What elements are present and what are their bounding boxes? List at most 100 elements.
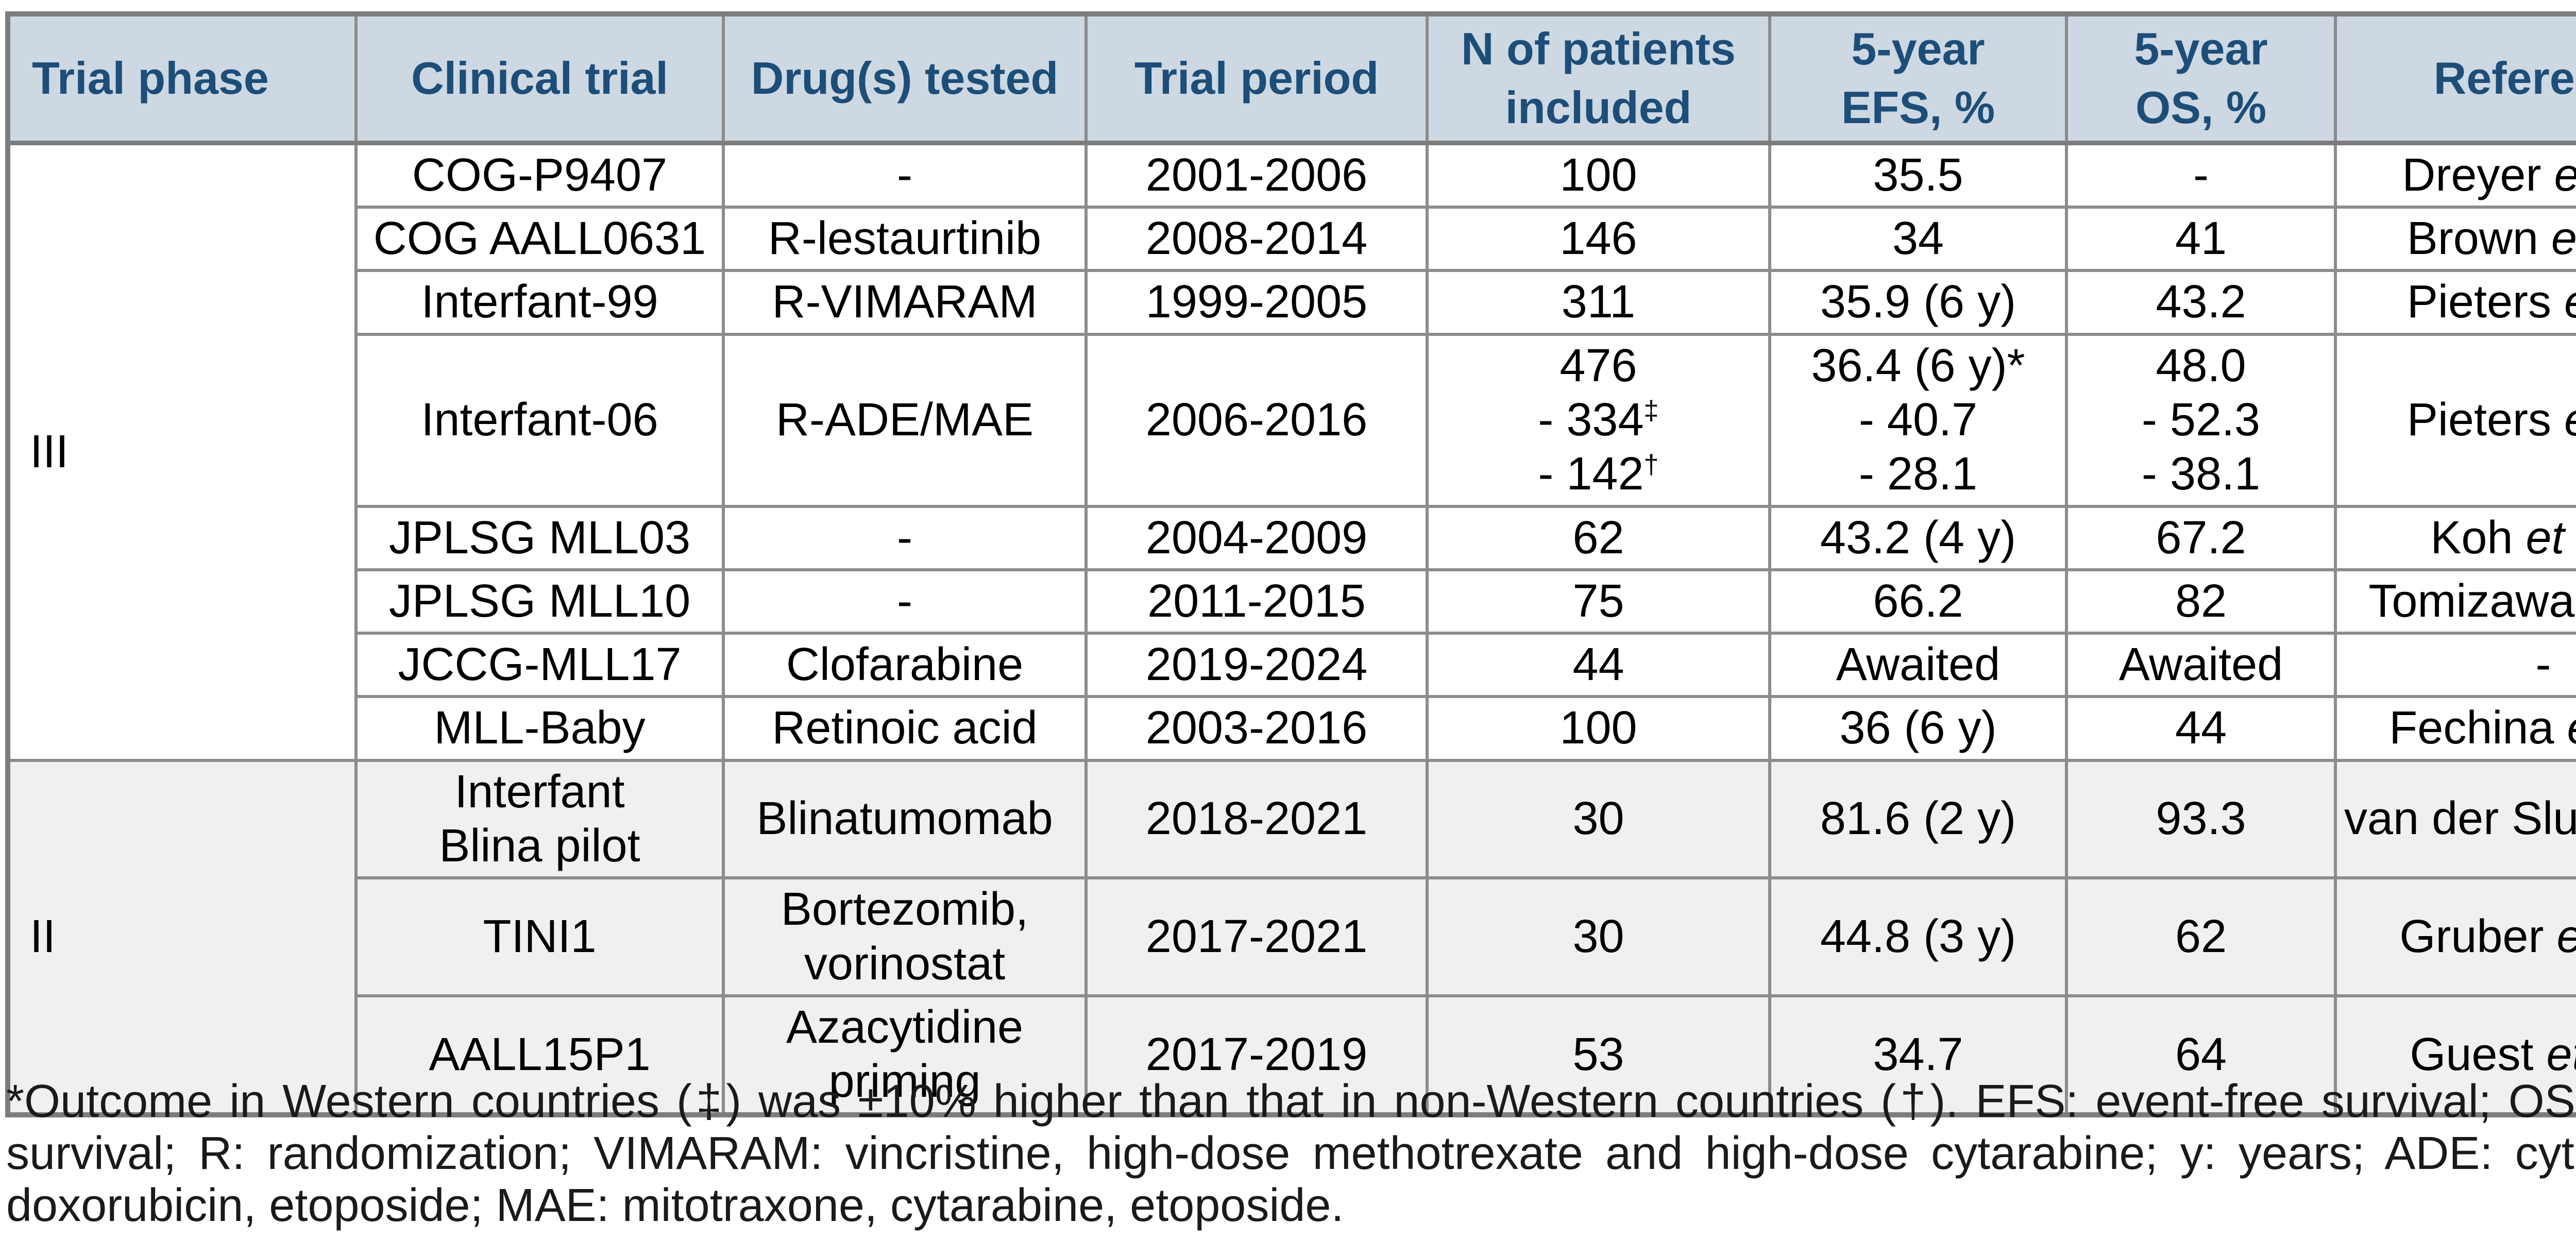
- cell-drug: -: [722, 568, 1088, 635]
- cell-efs: 44.8 (3 y): [1768, 876, 2068, 997]
- cell-reference: Dreyer et al.14: [2334, 141, 2576, 209]
- cell-drug: Bortezomib, vorinostat: [722, 876, 1088, 997]
- cell-os: 48.0 - 52.3 - 38.1: [2065, 332, 2337, 508]
- cell-os: 82: [2065, 568, 2337, 635]
- cell-os: -: [2065, 141, 2337, 209]
- cell-efs: 35.5: [1768, 141, 2068, 209]
- cell-efs: 36 (6 y): [1768, 695, 2068, 762]
- column-header-trial-phase: Trial phase: [6, 12, 358, 145]
- cell-clinical-trial: MLL-Baby: [354, 695, 725, 762]
- cell-reference: Brown et al.11: [2334, 206, 2576, 273]
- cell-period: 2018-2021: [1084, 758, 1429, 880]
- cell-os: 64: [2065, 994, 2337, 1116]
- cell-drug: R-lestaurtinib: [722, 206, 1088, 273]
- column-header-trial-period: Trial period: [1084, 12, 1429, 145]
- table-row: III COG-P9407 - 2001-2006 100 35.5 - Dre…: [6, 141, 2576, 762]
- cell-drug: Clofarabine: [722, 632, 1088, 699]
- cell-period: 2017-2021: [1084, 876, 1429, 997]
- cell-period: 2008-2014: [1084, 206, 1429, 273]
- table-row: Interfant-06 R-ADE/MAE 2006-2016 476 - 3…: [8, 332, 2576, 508]
- cell-efs: 66.2: [1768, 568, 2068, 635]
- column-header-5y-efs: 5-year EFS, %: [1768, 12, 2068, 145]
- cell-reference: Koh et al.15: [2334, 504, 2576, 571]
- cell-clinical-trial: Interfant-99: [354, 269, 725, 336]
- table-row: MLL-Baby Retinoic acid 2003-2016 100 36 …: [8, 695, 2576, 762]
- cell-n-patients: 30: [1426, 876, 1771, 997]
- column-header-drugs-tested: Drug(s) tested: [722, 12, 1088, 145]
- column-header-n-patients: N of patients included: [1426, 12, 1771, 145]
- cell-period: 2004-2009: [1084, 504, 1429, 571]
- table-footnote: *Outcome in Western countries (‡) was ±1…: [6, 1076, 2576, 1231]
- cell-clinical-trial: JPLSG MLL10: [354, 568, 725, 635]
- cell-os: 62: [2065, 876, 2337, 997]
- cell-drug: Blinatumomab: [722, 758, 1088, 880]
- cell-reference: Gruber et al.27: [2334, 876, 2576, 997]
- cell-clinical-trial: Interfant-06: [354, 332, 725, 508]
- cell-n-patients: 311: [1426, 269, 1771, 336]
- cell-drug: Retinoic acid: [722, 695, 1088, 762]
- cell-period: 2011-2015: [1084, 568, 1429, 635]
- clinical-trials-table: Trial phase Clinical trial Drug(s) teste…: [5, 11, 2576, 1117]
- cell-clinical-trial: JPLSG MLL03: [354, 504, 725, 571]
- cell-os: Awaited: [2065, 632, 2337, 699]
- cell-efs: 34: [1768, 206, 2068, 273]
- cell-drug: R-ADE/MAE: [722, 332, 1088, 508]
- cell-n-patients: 146: [1426, 206, 1771, 273]
- cell-drug: -: [722, 504, 1088, 571]
- cell-reference: Tomizawa et al.12: [2334, 568, 2576, 635]
- cell-n-patients: 30: [1426, 758, 1771, 880]
- cell-n-patients: 53: [1426, 994, 1771, 1116]
- table-row: JPLSG MLL10 - 2011-2015 75 66.2 82 Tomiz…: [8, 568, 2576, 635]
- cell-os: 44: [2065, 695, 2337, 762]
- cell-clinical-trial: JCCG-MLL17: [354, 632, 725, 699]
- cell-efs: 34.7: [1768, 994, 2068, 1116]
- table-row: TINI1 Bortezomib, vorinostat 2017-2021 3…: [8, 876, 2576, 997]
- cell-efs: 35.9 (6 y): [1768, 269, 2068, 336]
- cell-n-patients: 476 - 334‡ - 142†: [1426, 332, 1771, 508]
- cell-os: 67.2: [2065, 504, 2337, 571]
- cell-clinical-trial: Interfant Blina pilot: [354, 758, 725, 880]
- cell-os: 41: [2065, 206, 2337, 273]
- cell-trial-phase-ii: II: [6, 758, 358, 1116]
- cell-period: 2003-2016: [1084, 695, 1429, 762]
- cell-efs: 43.2 (4 y): [1768, 504, 2068, 571]
- cell-reference: Guest et al.26: [2334, 994, 2576, 1116]
- table-row: COG AALL0631 R-lestaurtinib 2008-2014 14…: [8, 206, 2576, 273]
- cell-n-patients: 75: [1426, 568, 1771, 635]
- cell-drug: -: [722, 141, 1088, 209]
- cell-n-patients: 100: [1426, 141, 1771, 209]
- cell-period: 1999-2005: [1084, 269, 1429, 336]
- cell-os: 43.2: [2065, 269, 2337, 336]
- table-row: AALL15P1 Azacytidine priming 2017-2019 5…: [8, 994, 2576, 1116]
- table-row: JCCG-MLL17 Clofarabine 2019-2024 44 Awai…: [8, 632, 2576, 699]
- column-header-reference: Reference: [2334, 12, 2576, 145]
- cell-reference: Pieters et al.1: [2334, 269, 2576, 336]
- cell-period: 2019-2024: [1084, 632, 1429, 699]
- cell-drug: Azacytidine priming: [722, 994, 1088, 1116]
- cell-efs: 36.4 (6 y)* - 40.7 - 28.1: [1768, 332, 2068, 508]
- cell-n-patients: 100: [1426, 695, 1771, 762]
- table-row: Interfant-99 R-VIMARAM 1999-2005 311 35.…: [8, 269, 2576, 336]
- cell-period: 2006-2016: [1084, 332, 1429, 508]
- cell-reference: Pieters et al.2: [2334, 332, 2576, 508]
- cell-clinical-trial: TINI1: [354, 876, 725, 997]
- cell-clinical-trial: COG-P9407: [354, 141, 725, 209]
- cell-trial-phase-iii: III: [6, 141, 358, 762]
- cell-reference: Fechina et al.25: [2334, 695, 2576, 762]
- cell-drug: R-VIMARAM: [722, 269, 1088, 336]
- cell-efs: 81.6 (2 y): [1768, 758, 2068, 880]
- cell-n-patients: 62: [1426, 504, 1771, 571]
- cell-clinical-trial: COG AALL0631: [354, 206, 725, 273]
- cell-clinical-trial: AALL15P1: [354, 994, 725, 1116]
- cell-efs: Awaited: [1768, 632, 2068, 699]
- cell-reference: -: [2334, 632, 2576, 699]
- table-row: II Interfant Blina pilot Blinatumomab 20…: [6, 758, 2576, 1116]
- cell-reference: van der Sluis et al.13: [2334, 758, 2576, 880]
- cell-period: 2017-2019: [1084, 994, 1429, 1116]
- cell-period: 2001-2006: [1084, 141, 1429, 209]
- cell-os: 93.3: [2065, 758, 2337, 880]
- header-row: Trial phase Clinical trial Drug(s) teste…: [6, 12, 2576, 145]
- cell-n-patients: 44: [1426, 632, 1771, 699]
- column-header-5y-os: 5-year OS, %: [2065, 12, 2337, 145]
